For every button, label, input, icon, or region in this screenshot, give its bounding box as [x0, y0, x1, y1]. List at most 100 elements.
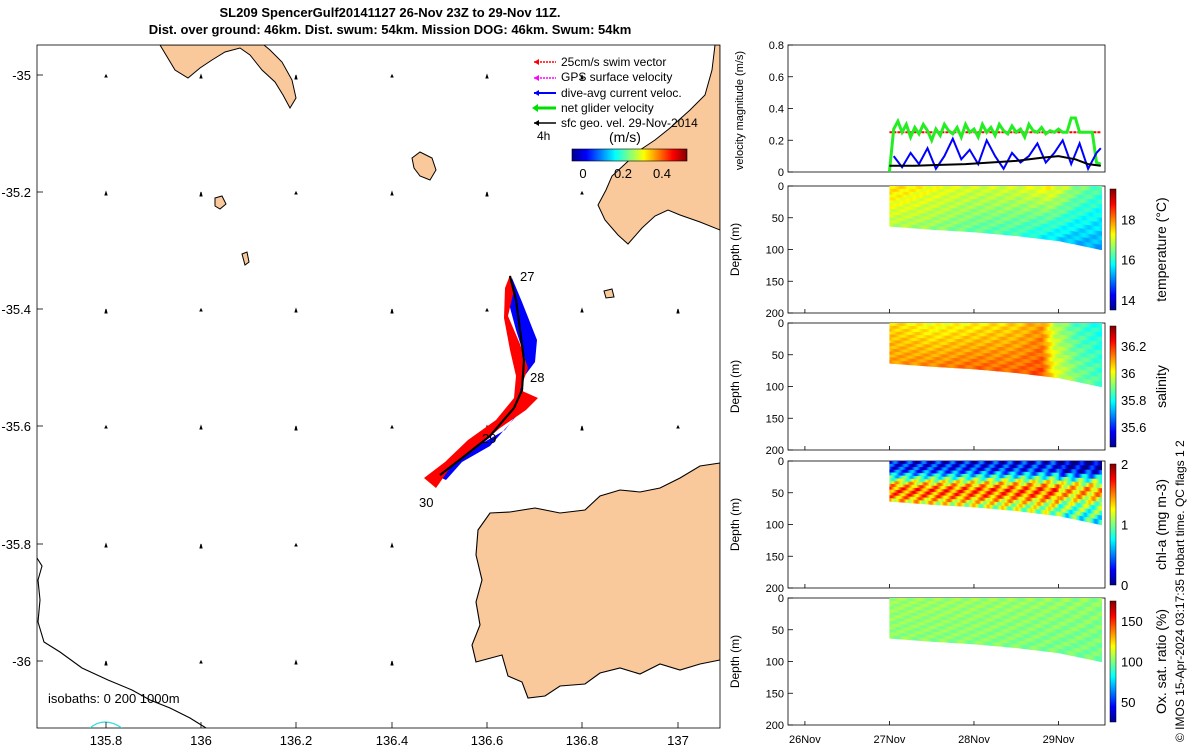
section-cell: [1006, 340, 1008, 345]
section-cell: [1021, 203, 1023, 209]
section-cell: [904, 325, 907, 330]
section-cell: [1018, 228, 1020, 233]
section-cell: [964, 364, 967, 369]
section-cell: [899, 200, 902, 205]
section-cell: [930, 222, 932, 227]
section-cell: [989, 192, 992, 197]
section-cell: [919, 219, 922, 223]
section-cell: [985, 189, 988, 194]
section-cell: [1095, 226, 1097, 232]
section-cell: [989, 189, 992, 194]
section-cell: [914, 323, 917, 327]
section-cell: [1025, 323, 1027, 328]
section-cell: [934, 353, 936, 358]
section-cell: [923, 344, 926, 348]
section-cell: [1014, 333, 1016, 338]
section-cell: [905, 188, 908, 193]
section-cell: [1040, 219, 1043, 224]
section-cell: [1095, 203, 1097, 209]
section-cell: [913, 329, 916, 333]
section-cell: [974, 339, 977, 344]
section-cell: [993, 329, 996, 334]
section-cell: [974, 359, 977, 363]
section-cell: [898, 212, 901, 216]
section-cell: [989, 206, 992, 211]
section-cell: [988, 336, 991, 341]
section-cell: [1024, 366, 1026, 371]
section-cell: [969, 342, 972, 347]
section-cell: [1099, 222, 1101, 228]
section-cell: [1027, 359, 1029, 364]
section-cell: [1076, 240, 1078, 245]
section-cell: [940, 220, 942, 224]
section-cell: [944, 351, 946, 355]
section-cell: [990, 353, 993, 358]
section-cell: [1017, 347, 1019, 352]
section-cell: [1022, 221, 1024, 227]
section-cell: [920, 225, 923, 229]
section-cell: [946, 217, 948, 222]
section-cell: [1019, 326, 1021, 331]
section-cell: [978, 346, 981, 350]
section-cell: [988, 349, 991, 354]
section-cell: [966, 352, 969, 356]
section-cell: [996, 357, 998, 362]
section-cell: [1005, 199, 1007, 204]
section-cell: [1060, 201, 1063, 207]
section-cell: [895, 343, 898, 347]
section-cell: [899, 220, 902, 225]
section-cell: [983, 346, 986, 351]
section-cell: [917, 198, 920, 202]
section-cell: [936, 204, 938, 209]
section-cell: [959, 339, 961, 343]
section-cell: [922, 356, 925, 360]
section-cell: [1048, 197, 1051, 202]
map-land: [37, 45, 720, 728]
section-cell: [984, 366, 987, 371]
section-cell: [1027, 204, 1029, 209]
section-cell: [986, 329, 989, 334]
section-cell: [931, 210, 933, 215]
section-cell: [926, 198, 928, 202]
section-cell: [940, 195, 942, 200]
section-cell: [913, 189, 916, 193]
section-cell: [931, 347, 933, 352]
section-cell: [939, 351, 941, 355]
section-cell: [1048, 224, 1051, 229]
section-cell: [1031, 186, 1034, 191]
section-cell: [902, 343, 905, 347]
section-cell: [894, 337, 897, 341]
section-cell: [1067, 226, 1069, 231]
section-cell: [1015, 200, 1017, 205]
section-cell: [961, 205, 964, 210]
section-cell: [909, 203, 912, 208]
section-cell: [915, 362, 918, 366]
section-cell: [946, 345, 948, 349]
section-cell: [1064, 238, 1067, 243]
section-cell: [967, 228, 970, 232]
section-cell: [981, 195, 984, 200]
section-cell: [1084, 220, 1086, 226]
section-cell: [900, 360, 903, 365]
section-cell: [933, 344, 935, 349]
section-cell: [936, 338, 938, 343]
section-cell: [1027, 341, 1029, 346]
section-cell: [939, 198, 941, 203]
section-cell: [945, 360, 947, 365]
section-cell: [1018, 218, 1020, 223]
section-cell: [1000, 357, 1002, 362]
section-cell: [943, 211, 945, 215]
section-cell: [1005, 354, 1007, 359]
section-cell: [1027, 363, 1029, 368]
section-cell: [994, 209, 997, 214]
section-cell: [1000, 192, 1002, 197]
section-cell: [1046, 186, 1049, 191]
section-cell: [1087, 199, 1089, 204]
section-cell: [1009, 357, 1011, 362]
section-cell: [908, 328, 911, 333]
section-cell: [911, 203, 914, 208]
section-cell: [993, 199, 996, 204]
section-cell: [892, 343, 895, 347]
section-cell: [1028, 215, 1030, 220]
section-cell: [989, 349, 992, 354]
